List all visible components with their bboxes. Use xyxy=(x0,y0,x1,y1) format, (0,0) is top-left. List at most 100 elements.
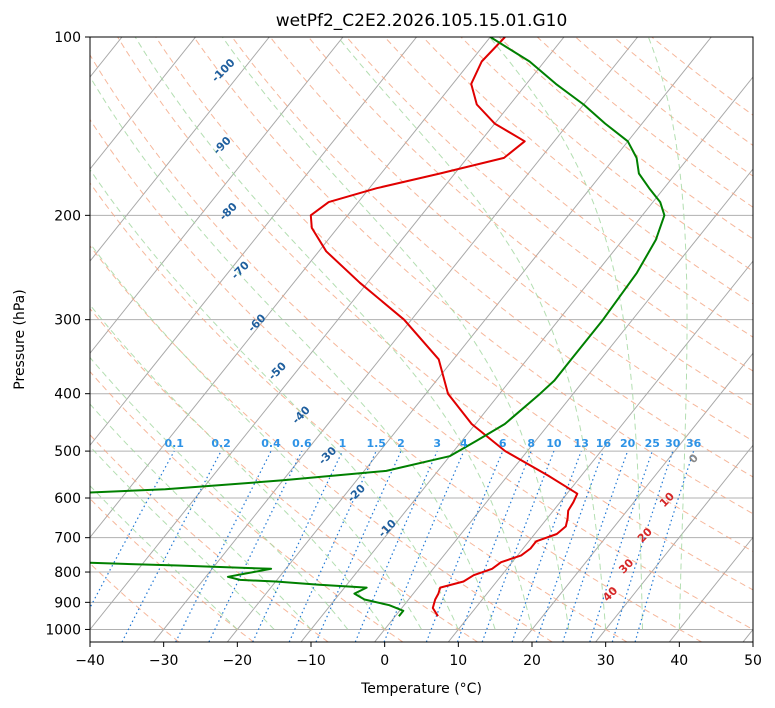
plot-frame xyxy=(89,36,754,643)
mixing-ratio-line xyxy=(354,450,438,642)
isotherm-line xyxy=(90,37,270,262)
x-tick-label: −30 xyxy=(149,653,179,669)
dry-adiabat-line xyxy=(90,562,180,642)
dry-adiabat-line xyxy=(90,307,478,642)
isotherm-line xyxy=(300,76,753,642)
mixing-ratio-label: 13 xyxy=(574,437,589,450)
moist-adiabat-label: -40 xyxy=(290,403,313,426)
moist-adiabat-line xyxy=(337,37,607,630)
mixing-ratio-label: 0.4 xyxy=(261,437,281,450)
isopleth-label-layer: 0.1 0.2 0.4 0.6 1 1.5 2 3 4 6 8 10 13 16 20 25 30 36-100-… xyxy=(164,56,701,604)
y-tick-label: 1000 xyxy=(45,622,81,638)
isotherm-line xyxy=(447,260,753,642)
moist-adiabat-line xyxy=(90,168,459,630)
mixing-ratio-label: 0.2 xyxy=(211,437,231,450)
moist-adiabat-line xyxy=(90,356,349,630)
x-tick-label: 10 xyxy=(449,653,467,669)
isotherm-line xyxy=(374,168,753,642)
x-tick-label: 20 xyxy=(523,653,541,669)
moist-adiabat-label: -80 xyxy=(217,200,240,223)
dewpoint-profile-line xyxy=(90,37,666,617)
y-tick-label: 200 xyxy=(54,208,81,224)
moist-adiabat-line xyxy=(647,37,688,630)
series-layer xyxy=(90,37,666,617)
moist-adiabat-line xyxy=(489,37,643,630)
x-tick-label: 40 xyxy=(670,653,688,669)
isotherm-line xyxy=(90,37,417,447)
dry-adiabat-line xyxy=(193,37,753,515)
isotherm-line xyxy=(742,628,753,642)
mixing-ratio-line xyxy=(315,450,402,642)
dry-adiabat-line xyxy=(155,37,753,553)
dry-adiabat-label: 20 xyxy=(635,525,655,545)
mixing-ratio-label: 1.5 xyxy=(366,437,386,450)
y-tick-label: 400 xyxy=(54,387,81,403)
mixing-ratio-line xyxy=(456,450,532,642)
x-tick-label: −10 xyxy=(296,653,326,669)
dry-adiabat-line xyxy=(90,245,553,642)
mixing-ratio-label: 10 xyxy=(546,437,562,450)
y-tick-label: 900 xyxy=(54,595,81,611)
x-axis-label: Temperature (°C) xyxy=(360,681,482,697)
mixing-ratio-label: 16 xyxy=(596,437,612,450)
dry-adiabat-line xyxy=(117,37,753,591)
y-tick-label: 600 xyxy=(54,491,81,507)
chart-title: wetPf2_C2E2.2026.105.15.01.G10 xyxy=(276,11,568,31)
plot-area xyxy=(90,37,753,642)
moist-adiabat-line xyxy=(90,485,238,630)
mixing-ratio-label: 8 xyxy=(527,437,535,450)
x-tick-label: −20 xyxy=(223,653,253,669)
dry-adiabat-label: 0 xyxy=(686,451,701,466)
mixing-ratio-label: 6 xyxy=(499,437,507,450)
x-tick-label: 0 xyxy=(380,653,389,669)
moist-adiabat-label: -60 xyxy=(245,311,268,334)
dry-adiabat-line xyxy=(90,54,753,630)
y-axis-label: Pressure (hPa) xyxy=(12,289,28,389)
dry-adiabat-line xyxy=(90,434,329,642)
y-tick-label: 500 xyxy=(54,444,81,460)
mixing-ratio-line xyxy=(208,450,303,642)
dry-adiabat-line xyxy=(613,37,753,147)
dry-adiabat-line xyxy=(384,37,753,338)
isotherm-line xyxy=(521,352,753,642)
mixing-ratio-line xyxy=(288,450,377,642)
mixing-ratio-line xyxy=(611,450,674,642)
isotherm-line xyxy=(153,37,638,642)
moist-adiabat-label: -70 xyxy=(229,258,252,281)
dry-adiabat-line xyxy=(90,370,404,642)
moist-adiabat-line xyxy=(90,75,496,630)
moist-adiabat-label: -10 xyxy=(376,517,399,540)
dry-adiabat-line xyxy=(575,37,753,177)
y-tick-label: 800 xyxy=(54,565,81,581)
mixing-ratio-label: 0.1 xyxy=(164,437,184,450)
mixing-ratio-label: 25 xyxy=(645,437,660,450)
dry-adiabat-line xyxy=(346,37,753,372)
moist-adiabat-label: -30 xyxy=(316,444,339,467)
y-tick-label: 100 xyxy=(54,30,81,46)
isotherm-line xyxy=(90,37,491,539)
mixing-ratio-label: 0.6 xyxy=(292,437,312,450)
dry-adiabat-label: 40 xyxy=(600,584,620,604)
dry-adiabat-line xyxy=(651,37,753,116)
mixing-ratio-label: 30 xyxy=(665,437,681,450)
moist-adiabat-label: -100 xyxy=(209,56,238,85)
isotherm-line xyxy=(90,37,196,170)
dry-adiabat-label: 30 xyxy=(616,556,636,576)
dry-adiabat-line xyxy=(90,182,628,642)
y-tick-label: 700 xyxy=(54,531,81,547)
x-tick-label: 30 xyxy=(597,653,615,669)
mixing-ratio-line xyxy=(90,450,175,609)
temperature-profile-line xyxy=(309,37,579,617)
mixing-ratio-line xyxy=(175,450,272,642)
mixing-ratio-line xyxy=(425,450,504,642)
dry-adiabat-line xyxy=(90,498,254,642)
isotherm-line xyxy=(668,536,753,642)
isotherm-line xyxy=(226,37,712,642)
moist-adiabat-line xyxy=(134,37,533,630)
moist-adiabat-line xyxy=(221,37,570,630)
moist-adiabat-label: -20 xyxy=(345,482,368,505)
dry-adiabat-line xyxy=(90,118,702,642)
mixing-ratio-label: 2 xyxy=(397,437,405,450)
x-tick-label: 50 xyxy=(744,653,762,669)
